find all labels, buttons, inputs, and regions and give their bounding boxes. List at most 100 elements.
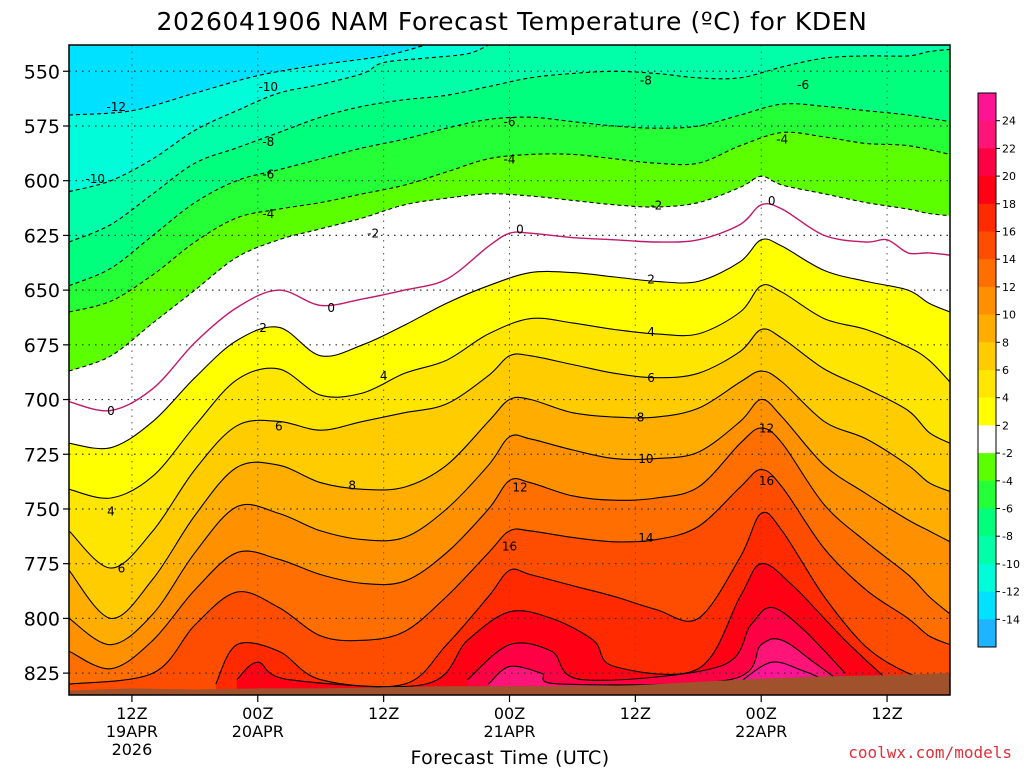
colorbar-tick-label: -8: [1002, 530, 1013, 543]
y-tick-label: 650: [24, 280, 60, 302]
colorbar-tick-label: 18: [1002, 198, 1016, 211]
colorbar-swatch: [978, 148, 996, 177]
y-tick-label: 750: [24, 499, 60, 521]
colorbar-swatch: [978, 536, 996, 565]
colorbar-swatch: [978, 453, 996, 482]
contour-label: 12: [759, 421, 774, 435]
contour-label: 16: [502, 540, 517, 554]
colorbar-swatch: [978, 342, 996, 371]
y-tick-label: 575: [24, 116, 60, 138]
source-credit: coolwx.com/models: [848, 743, 1012, 762]
colorbar-tick-label: -6: [1002, 503, 1013, 516]
contour-label: 4: [107, 505, 115, 519]
x-tick-label: 12Z: [871, 704, 902, 723]
contour-label: -4: [504, 152, 516, 166]
y-tick-label: 675: [24, 335, 60, 357]
y-tick-label: 700: [24, 390, 60, 412]
x-tick-label: 19APR: [106, 722, 158, 741]
colorbar-swatch: [978, 176, 996, 205]
isotherm--6c: [69, 103, 950, 287]
x-tick-label: 00Z: [242, 704, 273, 723]
y-tick-label: 625: [24, 225, 60, 247]
colorbar-tick-label: 20: [1002, 170, 1016, 183]
colorbar-swatch: [978, 120, 996, 149]
contour-label: 12: [512, 481, 527, 495]
chart-title: 2026041906 NAM Forecast Temperature (ºC)…: [157, 7, 868, 36]
colorbar-tick-label: -2: [1002, 447, 1013, 460]
isotherm-18c: [236, 563, 888, 688]
colorbar-tick-label: -4: [1002, 475, 1013, 488]
terrain: [69, 673, 950, 695]
contour-label: 4: [380, 369, 388, 383]
isotherm--8c: [69, 48, 950, 243]
x-tick-label: 21APR: [483, 722, 535, 741]
colorbar-swatch: [978, 591, 996, 620]
x-tick-label: 12Z: [620, 704, 651, 723]
ground-surface: [69, 673, 950, 695]
contour-label: 10: [638, 452, 653, 466]
band-above-18c: [236, 563, 888, 695]
y-tick-label: 600: [24, 171, 60, 193]
colorbar-tick-label: 4: [1002, 392, 1009, 405]
x-tick-label: 00Z: [494, 704, 525, 723]
colorbar-swatch: [978, 314, 996, 343]
isotherm--12c: [69, 45, 426, 116]
x-tick-label: 20APR: [232, 722, 284, 741]
isotherm-0c: [69, 202, 950, 412]
isotherm-10c: [69, 398, 950, 646]
x-axis-label: Forecast Time (UTC): [410, 747, 609, 768]
contour-label: 0: [768, 194, 776, 208]
y-tick-label: 775: [24, 554, 60, 576]
contour-label: -12: [106, 100, 126, 114]
contour-label: -2: [367, 227, 379, 241]
contour-label: 6: [118, 562, 126, 576]
colorbar-swatch: [978, 259, 996, 288]
isotherm-12c: [69, 427, 950, 670]
isotherm-16c: [215, 511, 930, 688]
isotherm-lines: [69, 45, 950, 688]
isotherm--4c: [69, 131, 950, 313]
contour-label: 4: [647, 325, 655, 339]
isotherm-2c: [69, 238, 950, 450]
colorbar-swatch: [978, 480, 996, 509]
contour-label: -6: [262, 168, 274, 182]
contour-label: -4: [776, 133, 788, 147]
colorbar-tick-label: -10: [1002, 558, 1020, 571]
contour-label: -2: [650, 198, 662, 212]
x-tick-label: 22APR: [735, 722, 787, 741]
contour-label: 8: [348, 478, 356, 492]
contour-label: 0: [107, 404, 115, 418]
y-axis: 550 575 600 625 650 675 700 725 750 775 800 825: [24, 61, 69, 685]
colorbar-swatch: [978, 370, 996, 399]
y-tick-label: 825: [24, 663, 60, 685]
colorbar-tick-label: -12: [1002, 586, 1020, 599]
contour-label: -10: [258, 80, 278, 94]
isotherm-8c: [69, 370, 950, 619]
contour-label: -8: [640, 74, 652, 88]
isotherm--10c: [69, 45, 489, 193]
colorbar-tick-label: 16: [1002, 226, 1016, 239]
colorbar-swatch: [978, 563, 996, 592]
x-tick-label: 00Z: [746, 704, 777, 723]
y-tick-label: 550: [24, 61, 60, 83]
contour-label: 2: [647, 273, 655, 287]
colorbar-tick-label: 12: [1002, 281, 1016, 294]
contour-label: 0: [516, 222, 524, 236]
contour-label: -8: [262, 135, 274, 149]
colorbar-swatch: [978, 93, 996, 122]
y-tick-label: 800: [24, 608, 60, 630]
contour-label: -10: [85, 172, 105, 186]
colorbar-tick-label: 22: [1002, 142, 1016, 155]
colorbar-tick-label: 24: [1002, 115, 1016, 128]
isotherm-14c: [69, 469, 950, 685]
colorbar-swatch: [978, 397, 996, 426]
colorbar-tick-label: -14: [1002, 613, 1020, 626]
contour-label: 6: [647, 371, 655, 385]
contour-label: 8: [637, 411, 645, 425]
contour-label: 14: [638, 531, 653, 545]
contour-labels: -12 -10 -10 -8 -8 -6 -6 -6 -4 -4 -4 -2 -2 0 0 0 0 2 2 4 4 4 6 6…: [85, 74, 809, 576]
colorbar-legend: 24 22 20 18 16 14 12 10 8 6 4 2 -2 -4 -6 -8 -10 -12 -14: [977, 92, 1020, 648]
colorbar-tick-label: 6: [1002, 364, 1009, 377]
